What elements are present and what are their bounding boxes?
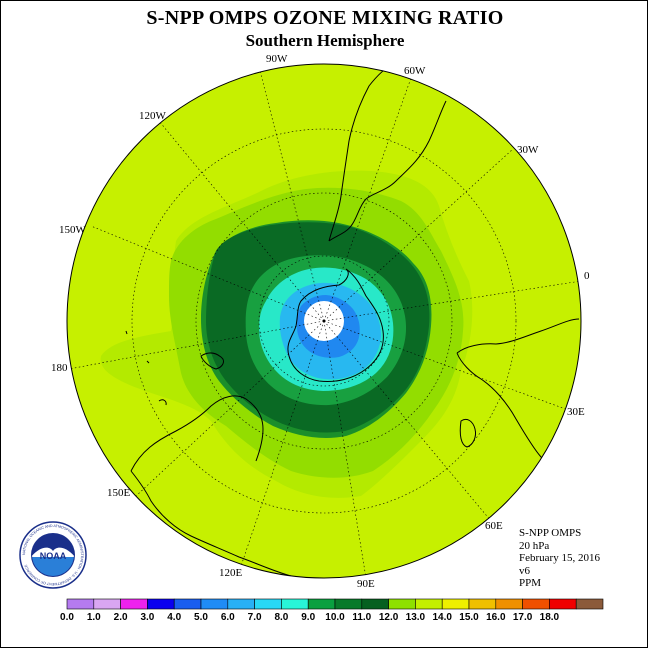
colorbar-labels: 0.0 1.0 2.0 3.0 4.0 5.0 6.0 7.0 8.0 9.0 10.0 11.0 12… xyxy=(60,612,560,623)
colorbar-label: 5.0 xyxy=(194,612,208,623)
colorbar-label: 11.0 xyxy=(352,612,371,623)
colorbar-label: 8.0 xyxy=(274,612,288,623)
info-date: February 15, 2016 xyxy=(519,552,600,564)
meridian-30w xyxy=(323,148,514,322)
colorbar-label: 4.0 xyxy=(167,612,181,623)
coastline-new-zealand xyxy=(200,352,224,370)
colorbar-label: 15.0 xyxy=(459,612,479,623)
lon-label-120e: 120E xyxy=(219,567,243,579)
info-level: 20 hPa xyxy=(519,539,550,552)
info-block: S-NPP OMPS 20 hPa February 15, 2016 v6 P… xyxy=(519,527,600,590)
lon-label-0: 0 xyxy=(584,270,590,282)
meridian-150e xyxy=(135,320,325,497)
colorbar-label: 17.0 xyxy=(513,612,533,623)
lon-label-60e: 60E xyxy=(485,520,503,532)
meridian-60e xyxy=(323,320,492,522)
coastline-south-america xyxy=(328,64,447,242)
map-outline xyxy=(66,63,582,579)
coastline-madagascar xyxy=(459,418,476,448)
noaa-logo-icon: NOAA NATIONAL OCEANIC AND ATMOSPHERIC AD… xyxy=(19,521,87,589)
logo-text: NOAA xyxy=(40,551,67,561)
page-title: S-NPP OMPS OZONE MIXING RATIO xyxy=(146,7,504,29)
colorbar-label: 2.0 xyxy=(114,612,128,623)
lon-label-90e: 90E xyxy=(357,578,375,590)
lon-label-30w: 30W xyxy=(517,144,539,156)
lon-label-150e: 150E xyxy=(107,487,131,499)
colorbar-label: 12.0 xyxy=(379,612,399,623)
lon-label-30e: 30E xyxy=(567,406,585,418)
meridian-180 xyxy=(68,320,325,370)
map-disc xyxy=(67,64,581,578)
colorbar-label: 10.0 xyxy=(325,612,345,623)
colorbar-label: 6.0 xyxy=(221,612,235,623)
lon-label-90w: 90W xyxy=(266,53,288,65)
colorbar-label: 14.0 xyxy=(432,612,452,623)
coastline-australia xyxy=(130,395,292,577)
colorbar-label: 7.0 xyxy=(248,612,262,623)
info-instrument: S-NPP OMPS xyxy=(519,527,582,539)
colorbar-label: 1.0 xyxy=(87,612,101,623)
colorbar-label: 16.0 xyxy=(486,612,506,623)
lon-label-180: 180 xyxy=(51,362,68,374)
coastline-antarctica xyxy=(287,268,384,382)
graticule xyxy=(68,64,581,578)
colorbar-label: 13.0 xyxy=(406,612,426,623)
colorbar-label: 18.0 xyxy=(540,612,560,623)
polar-map: 90W 60W 30W 0 30E 60E 90E 120E 150E 180 … xyxy=(51,53,590,590)
colorbar-label: 3.0 xyxy=(140,612,154,623)
colorbar-label: 9.0 xyxy=(301,612,315,623)
longitude-labels: 90W 60W 30W 0 30E 60E 90E 120E 150E 180 … xyxy=(51,53,590,590)
lon-label-150w: 150W xyxy=(59,224,87,236)
info-version: v6 xyxy=(519,564,530,577)
info-units: PPM xyxy=(519,577,542,589)
colorbar-label: 0.0 xyxy=(60,612,74,623)
meridian-120w xyxy=(158,120,325,322)
meridian-120e xyxy=(240,320,325,567)
meridian-0 xyxy=(323,280,581,322)
lon-label-120w: 120W xyxy=(139,110,167,122)
meridian-60w xyxy=(323,77,412,322)
meridian-90e xyxy=(323,320,367,578)
page-subtitle: Southern Hemisphere xyxy=(245,31,405,50)
meridian-90w xyxy=(257,64,325,322)
lon-label-60w: 60W xyxy=(404,65,426,77)
